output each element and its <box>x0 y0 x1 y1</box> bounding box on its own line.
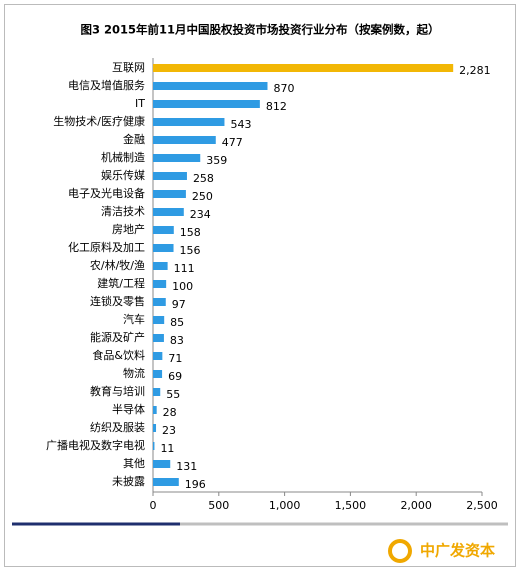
bar <box>153 136 216 144</box>
brand-icon <box>392 543 408 559</box>
y-tick-label: 连锁及零售 <box>90 294 145 308</box>
y-tick-label: 电子及光电设备 <box>68 186 145 200</box>
bar <box>153 298 166 306</box>
chart-title: 图3 2015年前11月中国股权投资市场投资行业分布（按案例数，起） <box>80 23 439 37</box>
bar <box>153 118 225 126</box>
value-label: 359 <box>206 154 227 167</box>
bar <box>153 334 164 342</box>
bar <box>153 172 187 180</box>
bar <box>153 388 161 396</box>
y-tick-label: 未披露 <box>112 474 145 488</box>
value-label: 131 <box>176 460 197 473</box>
frame <box>4 4 516 567</box>
value-label: 477 <box>222 136 243 149</box>
y-tick-label: 建筑/工程 <box>97 276 145 290</box>
x-tick-label: 2,000 <box>400 499 432 512</box>
value-label: 23 <box>162 424 176 437</box>
value-label: 250 <box>192 190 213 203</box>
value-label: 111 <box>174 262 195 275</box>
bar <box>153 244 174 252</box>
y-tick-label: 食品&饮料 <box>92 348 145 362</box>
y-tick-label: 电信及增值服务 <box>68 78 145 92</box>
y-tick-label: 半导体 <box>112 402 145 416</box>
x-tick-label: 1,500 <box>335 499 367 512</box>
value-label: 100 <box>172 280 193 293</box>
x-tick-label: 500 <box>208 499 229 512</box>
value-label: 258 <box>193 172 214 185</box>
x-tick-label: 0 <box>150 499 157 512</box>
bar <box>153 100 260 108</box>
value-label: 234 <box>190 208 211 221</box>
y-tick-label: 广播电视及数字电视 <box>46 438 145 452</box>
value-label: 97 <box>172 298 186 311</box>
x-tick-label: 1,000 <box>269 499 301 512</box>
y-tick-label: 互联网 <box>112 61 145 74</box>
x-tick-label: 2,500 <box>466 499 498 512</box>
bar <box>153 208 184 216</box>
bar <box>153 64 454 72</box>
y-tick-label: 其他 <box>123 457 145 470</box>
value-label: 71 <box>168 352 182 365</box>
value-label: 543 <box>230 118 251 131</box>
bar <box>153 442 155 450</box>
y-tick-label: 物流 <box>123 366 145 380</box>
y-tick-label: 机械制造 <box>101 150 145 164</box>
y-tick-label: 化工原料及加工 <box>68 240 145 254</box>
y-tick-label: 汽车 <box>123 312 145 326</box>
bar <box>153 424 157 432</box>
y-tick-label: 房地产 <box>112 222 145 236</box>
bar <box>153 460 171 468</box>
bar <box>153 316 165 324</box>
y-tick-label: 金融 <box>123 132 145 146</box>
value-label: 870 <box>273 82 294 95</box>
bar <box>153 370 163 378</box>
y-tick-label: 能源及矿产 <box>90 330 145 344</box>
value-label: 156 <box>180 244 201 257</box>
y-tick-label: 教育与培训 <box>90 384 145 398</box>
value-label: 55 <box>166 388 180 401</box>
brand: 中广发资本 <box>420 542 495 560</box>
bar <box>153 82 268 90</box>
value-label: 812 <box>266 100 287 113</box>
y-tick-label: 纺织及服装 <box>90 420 145 434</box>
value-label: 85 <box>170 316 184 329</box>
value-label: 11 <box>160 442 174 455</box>
value-label: 83 <box>170 334 184 347</box>
bar <box>153 406 157 414</box>
bar <box>153 280 167 288</box>
y-tick-label: 清洁技术 <box>101 205 145 218</box>
bar <box>153 154 201 162</box>
value-label: 69 <box>168 370 182 383</box>
bar <box>153 226 174 234</box>
y-tick-label: 农/林/牧/渔 <box>90 258 145 272</box>
value-label: 2,281 <box>459 64 491 77</box>
bar <box>153 262 168 270</box>
bar <box>153 478 179 486</box>
bar <box>153 352 163 360</box>
value-label: 196 <box>185 478 206 491</box>
y-tick-label: 生物技术/医疗健康 <box>53 114 145 128</box>
bar <box>153 190 186 198</box>
value-label: 158 <box>180 226 201 239</box>
value-label: 28 <box>163 406 177 419</box>
y-tick-label: 娱乐传媒 <box>101 168 145 182</box>
y-tick-label: IT <box>135 97 145 110</box>
